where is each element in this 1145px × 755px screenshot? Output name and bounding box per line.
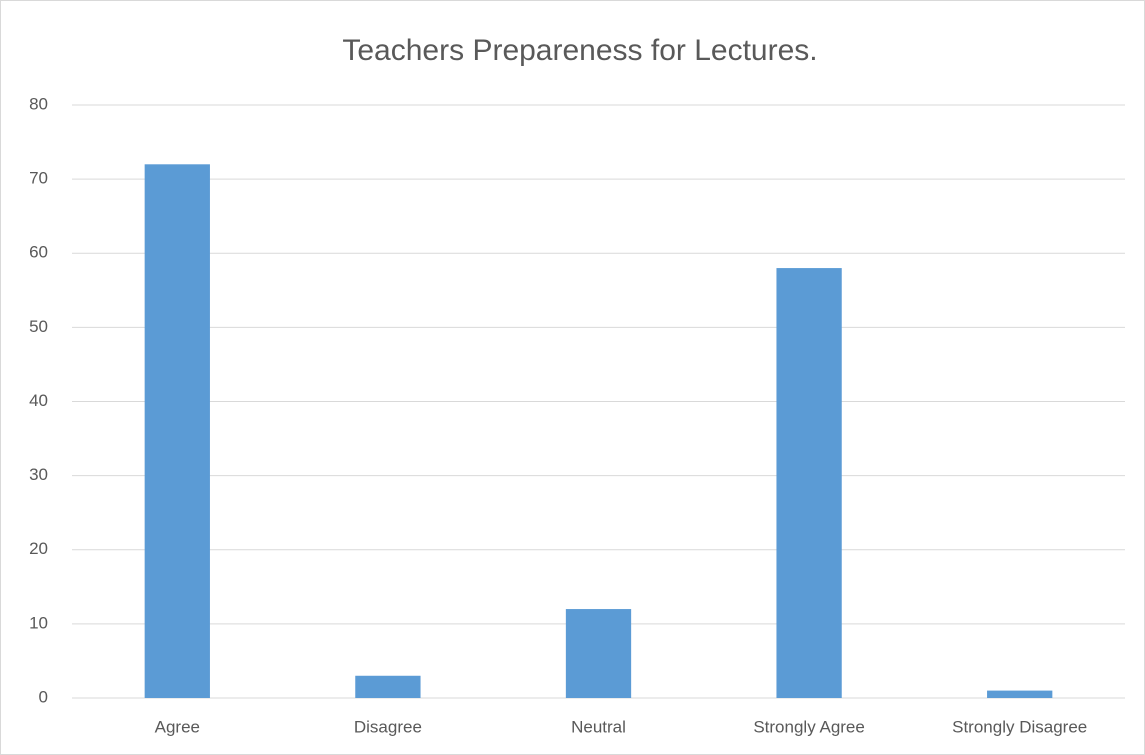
x-tick-label: Strongly Disagree bbox=[952, 717, 1087, 736]
y-tick-label: 80 bbox=[29, 94, 48, 113]
y-tick-label: 10 bbox=[29, 613, 48, 632]
y-tick-label: 50 bbox=[29, 317, 48, 336]
y-tick-label: 30 bbox=[29, 465, 48, 484]
bar bbox=[776, 268, 842, 698]
y-tick-label: 20 bbox=[29, 539, 48, 558]
y-tick-label: 60 bbox=[29, 243, 48, 262]
bar bbox=[565, 609, 632, 698]
y-tick-label: 0 bbox=[39, 687, 48, 706]
x-tick-label: Strongly Agree bbox=[753, 717, 865, 736]
bar bbox=[144, 164, 210, 699]
x-tick-label: Neutral bbox=[571, 717, 626, 736]
x-tick-label: Disagree bbox=[354, 717, 422, 736]
x-tick-label: Agree bbox=[155, 717, 200, 736]
bar bbox=[355, 675, 421, 698]
y-tick-label: 40 bbox=[29, 391, 48, 410]
y-tick-label: 70 bbox=[29, 169, 48, 188]
bar bbox=[987, 690, 1053, 698]
chart-title: Teachers Prepareness for Lectures. bbox=[342, 34, 817, 67]
